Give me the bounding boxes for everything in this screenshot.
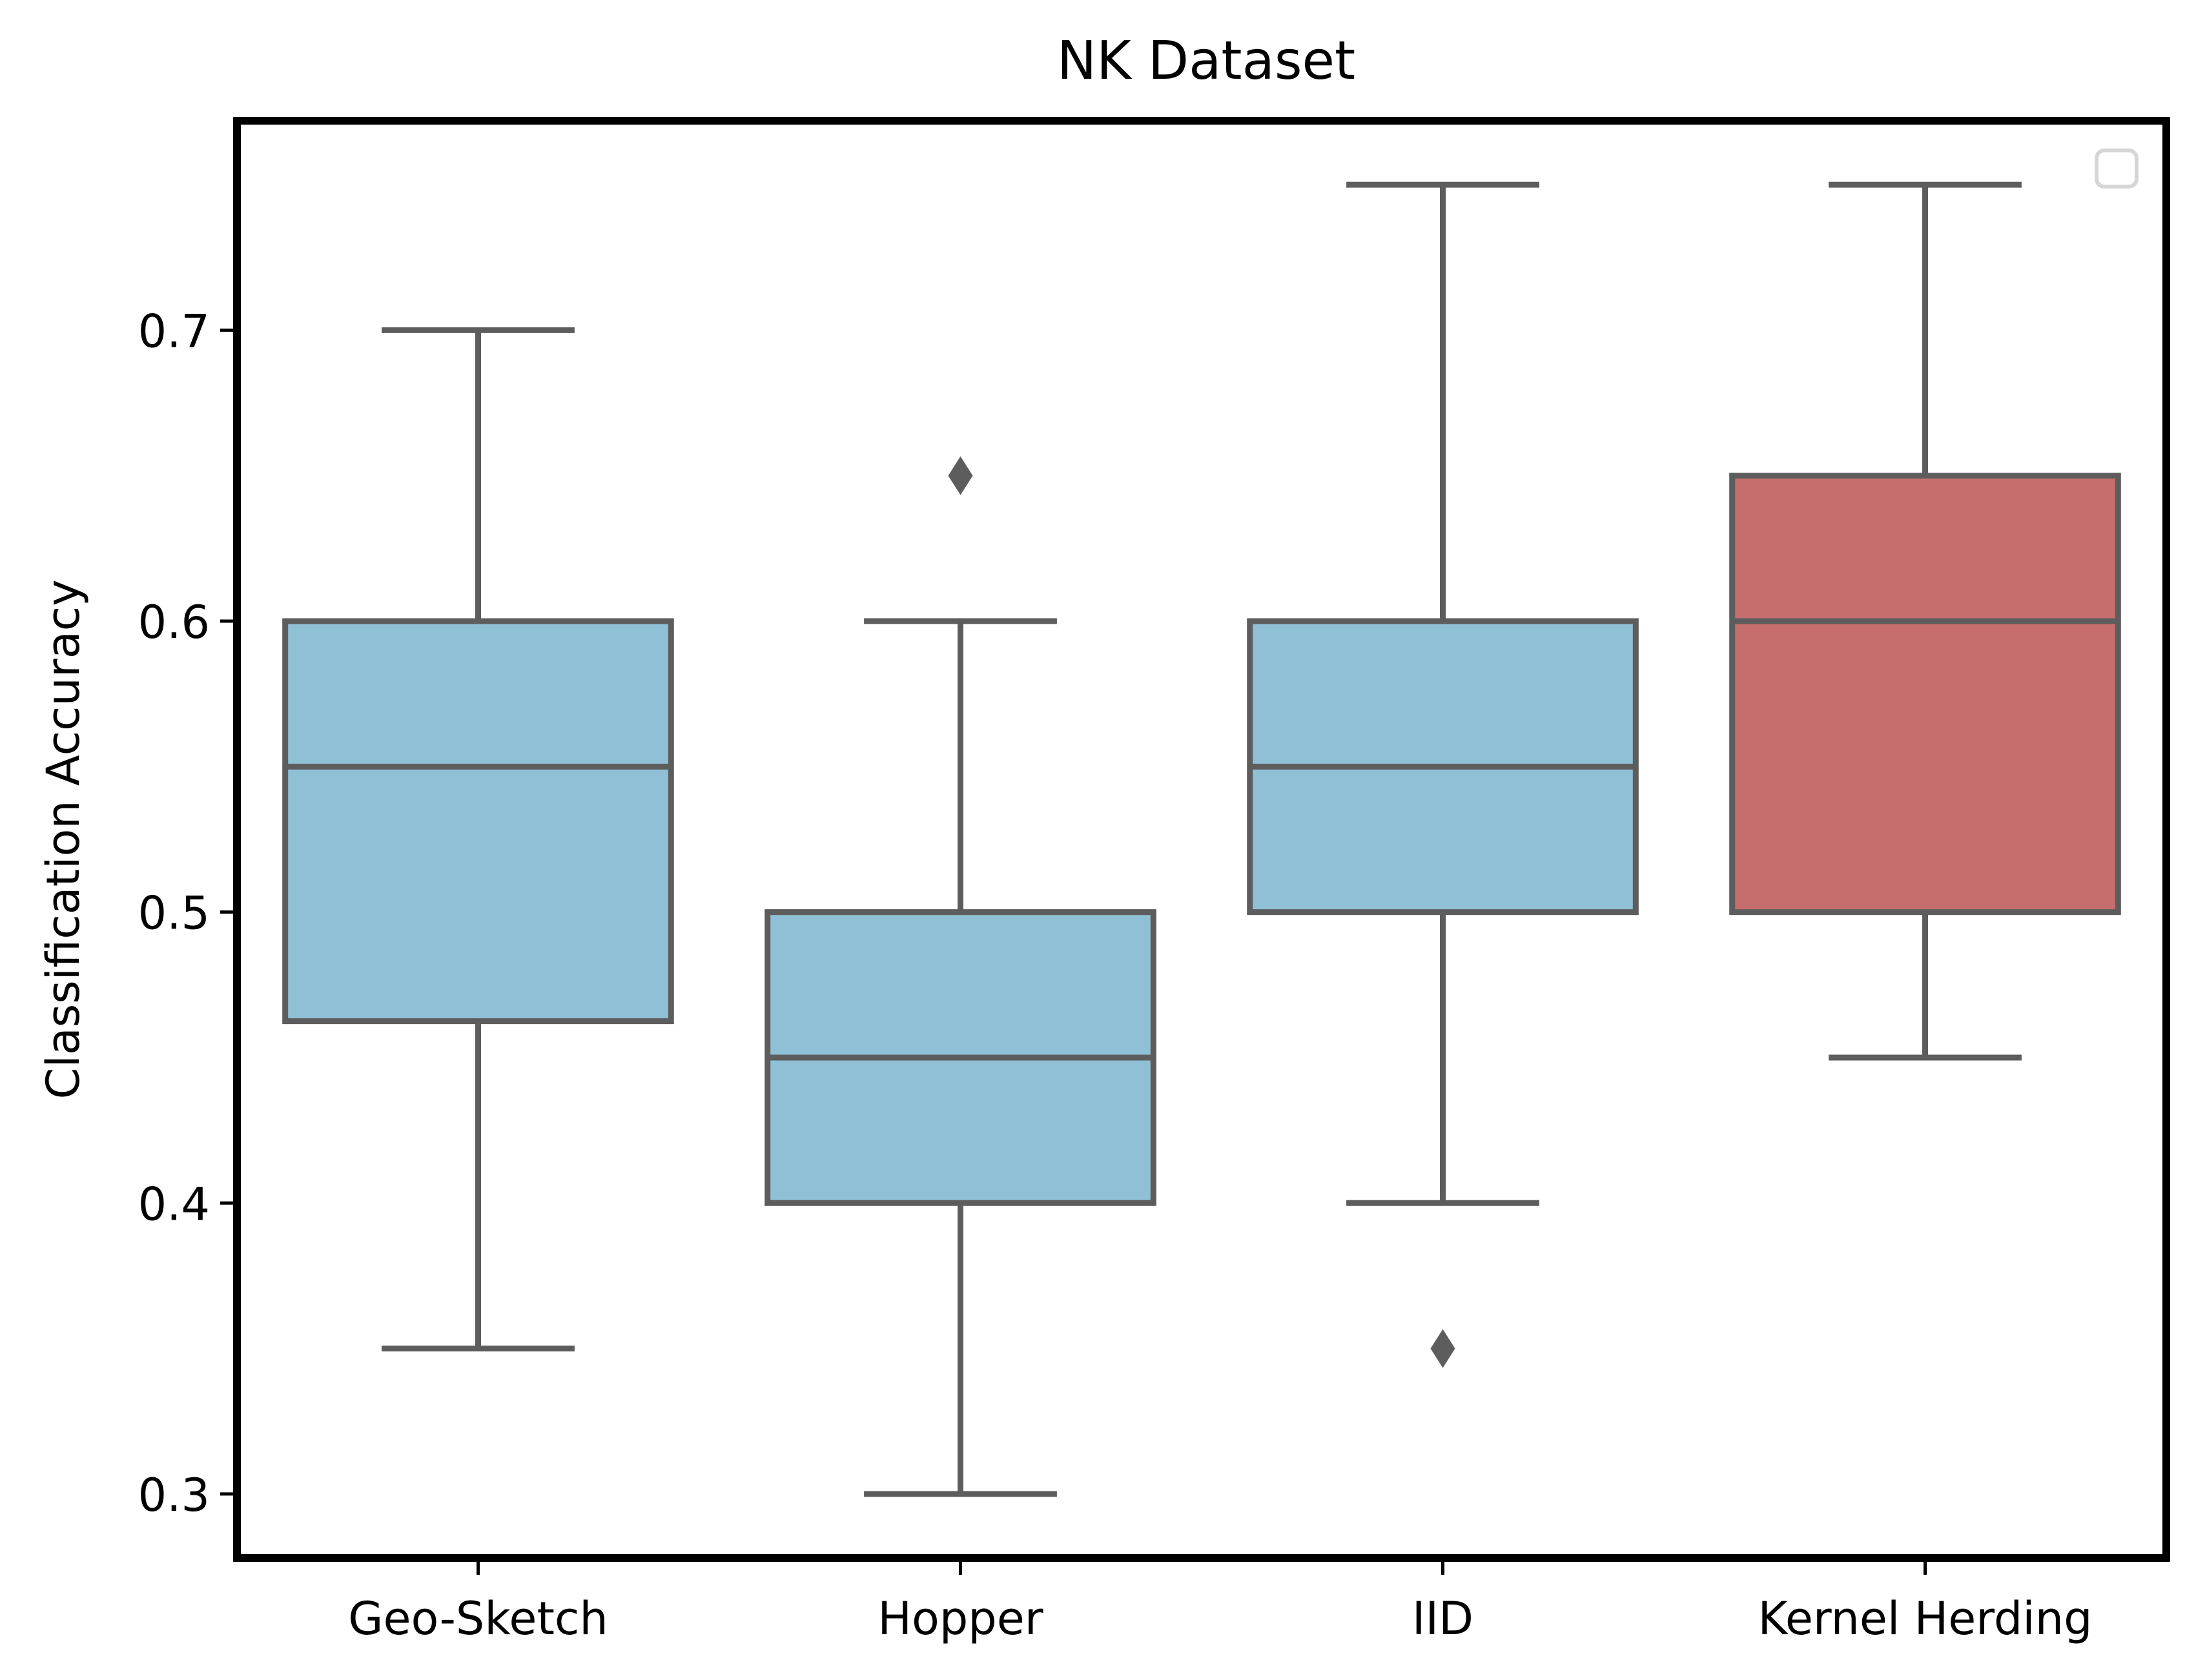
- y-tick-label: 0.3: [138, 1469, 210, 1522]
- y-tick-label: 0.6: [138, 596, 210, 649]
- plot-area: 0.3 0.4 0.5 0.6 0.7 Geo-Sketch Hopper IID Kernel…: [138, 117, 2170, 1645]
- outlier-point: [948, 456, 973, 495]
- x-tick-label: Hopper: [877, 1592, 1043, 1645]
- box: [282, 618, 674, 1025]
- x-tick-label: Geo-Sketch: [348, 1592, 608, 1645]
- x-tick-label: Kernel Herding: [1758, 1592, 2092, 1645]
- y-tick-label: 0.7: [138, 305, 210, 358]
- chart-title: NK Dataset: [1057, 30, 1355, 92]
- y-axis-label: Classification Accuracy: [37, 580, 90, 1100]
- y-tick-label: 0.5: [138, 887, 210, 940]
- legend-box: [2095, 149, 2139, 189]
- outlier-point: [1430, 1329, 1455, 1368]
- y-tick-label: 0.4: [138, 1178, 210, 1231]
- x-tick-label: IID: [1412, 1592, 1473, 1645]
- box: [1729, 473, 2121, 916]
- plot-frame: [233, 117, 2170, 1562]
